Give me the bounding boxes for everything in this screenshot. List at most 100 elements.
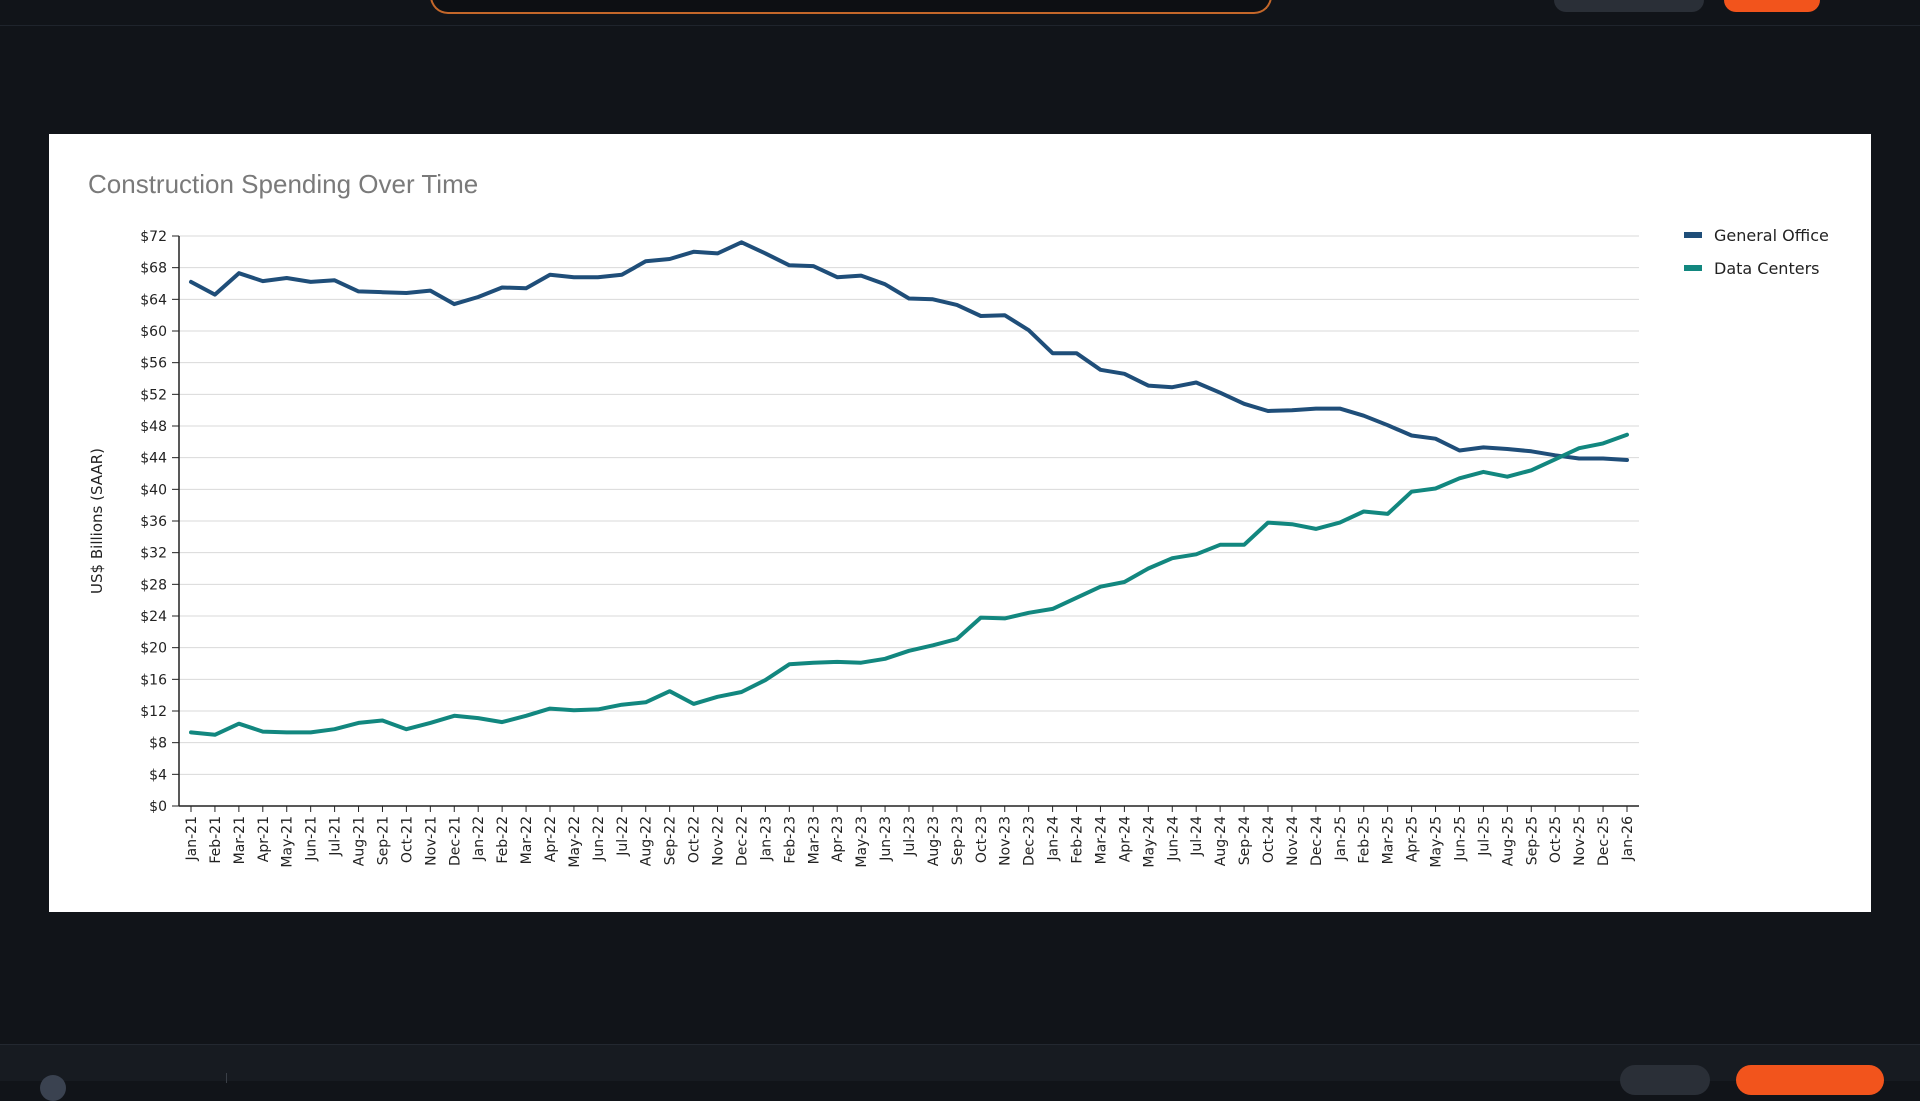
x-tick-label: Feb-24 — [1070, 816, 1086, 864]
x-tick-label: Jun-22 — [591, 816, 607, 862]
x-tick-label: Apr-23 — [830, 816, 846, 862]
x-tick-label: Jun-23 — [878, 816, 894, 862]
x-tick-label: May-22 — [567, 816, 583, 868]
legend: General Office Data Centers — [1684, 226, 1829, 278]
x-tick-label: Dec-24 — [1309, 816, 1325, 866]
y-tick-label: $16 — [140, 672, 167, 688]
x-tick-label: Oct-25 — [1548, 816, 1564, 863]
y-tick-label: $12 — [140, 704, 167, 720]
x-tick-label: Oct-21 — [399, 816, 415, 863]
y-tick-label: $32 — [140, 546, 167, 562]
x-tick-label: Nov-21 — [423, 816, 439, 866]
primary-button[interactable] — [1724, 0, 1820, 12]
x-tick-label: Apr-24 — [1117, 816, 1133, 862]
y-tick-label: $24 — [140, 609, 167, 625]
x-tick-label: Feb-21 — [208, 816, 224, 864]
x-tick-label: Oct-23 — [974, 816, 990, 863]
y-tick-label: $68 — [140, 261, 167, 277]
x-tick-label: Mar-22 — [519, 816, 535, 864]
x-axis-ticks: Jan-21 Feb-21 Mar-21 Apr-21 May-21 Jun-21 Jul-… — [184, 806, 1636, 868]
x-tick-label: Nov-24 — [1285, 816, 1301, 866]
y-tick-label: $40 — [140, 482, 167, 498]
x-tick-label: Sep-22 — [663, 816, 679, 865]
x-tick-label: Jan-22 — [471, 816, 487, 861]
x-tick-label: May-25 — [1429, 816, 1445, 868]
x-tick-label: May-23 — [854, 816, 870, 868]
x-tick-label: Mar-24 — [1093, 816, 1109, 864]
x-tick-label: Sep-21 — [375, 816, 391, 865]
x-tick-label: Aug-24 — [1213, 816, 1229, 866]
x-tick-label: Nov-22 — [711, 816, 727, 866]
x-tick-label: Jan-26 — [1620, 816, 1636, 862]
divider — [226, 1073, 227, 1083]
secondary-button[interactable] — [1554, 0, 1704, 12]
x-tick-label: Oct-22 — [687, 816, 703, 863]
axes — [178, 236, 1639, 807]
y-tick-label: $48 — [140, 419, 167, 435]
x-tick-label: Aug-22 — [639, 816, 655, 866]
x-tick-label: Mar-25 — [1381, 816, 1397, 864]
x-tick-label: Feb-23 — [782, 816, 798, 864]
y-tick-label: $72 — [140, 229, 167, 245]
bottom-toolbar — [0, 1044, 1920, 1101]
x-tick-label: Oct-24 — [1261, 816, 1277, 863]
y-tick-label: $52 — [140, 387, 167, 403]
y-tick-label: $64 — [140, 292, 167, 308]
x-tick-label: Nov-23 — [998, 816, 1014, 866]
x-tick-label: May-24 — [1141, 816, 1157, 868]
x-tick-label: Jan-21 — [184, 816, 200, 861]
x-tick-label: Jul-25 — [1476, 816, 1492, 857]
legend-label: Data Centers — [1714, 259, 1819, 278]
y-axis-ticks: $0 $4 $8 $12 $16 $20 $24 $28 $32 $36 $40 $44 $48 $52 $… — [140, 229, 167, 815]
avatar[interactable] — [40, 1075, 66, 1101]
x-tick-label: Mar-23 — [806, 816, 822, 864]
y-tick-label: $20 — [140, 641, 167, 657]
prompt-input[interactable] — [430, 0, 1272, 14]
x-tick-label: Feb-25 — [1357, 816, 1373, 864]
x-tick-label: May-21 — [280, 816, 296, 868]
x-tick-label: Feb-22 — [495, 816, 511, 864]
y-tick-label: $28 — [140, 577, 167, 593]
legend-swatch — [1684, 232, 1702, 238]
x-tick-label: Dec-23 — [1022, 816, 1038, 866]
y-tick-label: $4 — [149, 767, 167, 783]
x-tick-label: Jan-25 — [1333, 816, 1349, 861]
x-tick-label: Jan-24 — [1046, 816, 1062, 862]
x-tick-label: Sep-24 — [1237, 816, 1253, 865]
secondary-action-button[interactable] — [1620, 1065, 1710, 1095]
x-tick-label: Jul-21 — [328, 816, 344, 857]
x-tick-label: Mar-21 — [232, 816, 248, 864]
y-tick-label: $8 — [149, 736, 167, 752]
x-tick-label: Jul-24 — [1189, 816, 1205, 857]
x-tick-label: Jun-24 — [1165, 816, 1181, 862]
y-tick-label: $60 — [140, 324, 167, 340]
x-tick-label: Sep-23 — [950, 816, 966, 865]
gridlines — [172, 235, 1639, 807]
chart-title: Construction Spending Over Time — [88, 169, 478, 199]
x-tick-label: Nov-25 — [1572, 816, 1588, 866]
x-tick-label: Apr-22 — [543, 816, 559, 862]
x-tick-label: Jun-21 — [304, 816, 320, 862]
primary-action-button[interactable] — [1736, 1065, 1884, 1095]
x-tick-label: Jan-23 — [758, 816, 774, 861]
legend-label: General Office — [1714, 226, 1829, 245]
x-tick-label: Sep-25 — [1524, 816, 1540, 865]
x-tick-label: Aug-21 — [352, 816, 368, 866]
y-tick-label: $0 — [149, 799, 167, 815]
x-tick-label: Jun-25 — [1452, 816, 1468, 862]
y-tick-label: $36 — [140, 514, 167, 530]
legend-swatch — [1684, 265, 1702, 271]
x-tick-label: Apr-21 — [256, 816, 272, 862]
x-tick-label: Aug-25 — [1500, 816, 1516, 866]
y-axis-label: US$ Billions (SAAR) — [88, 448, 106, 594]
x-tick-label: Dec-22 — [734, 816, 750, 866]
y-tick-label: $56 — [140, 356, 167, 372]
series-lines — [189, 240, 1629, 737]
series-line-1 — [189, 432, 1629, 737]
x-tick-label: Aug-23 — [926, 816, 942, 866]
chart-card: Construction Spending Over Time $0 $4 $8 $1… — [49, 134, 1871, 912]
x-tick-label: Dec-25 — [1596, 816, 1612, 866]
top-toolbar — [0, 0, 1920, 26]
x-tick-label: Apr-25 — [1405, 816, 1421, 862]
series-line-0 — [189, 240, 1629, 462]
